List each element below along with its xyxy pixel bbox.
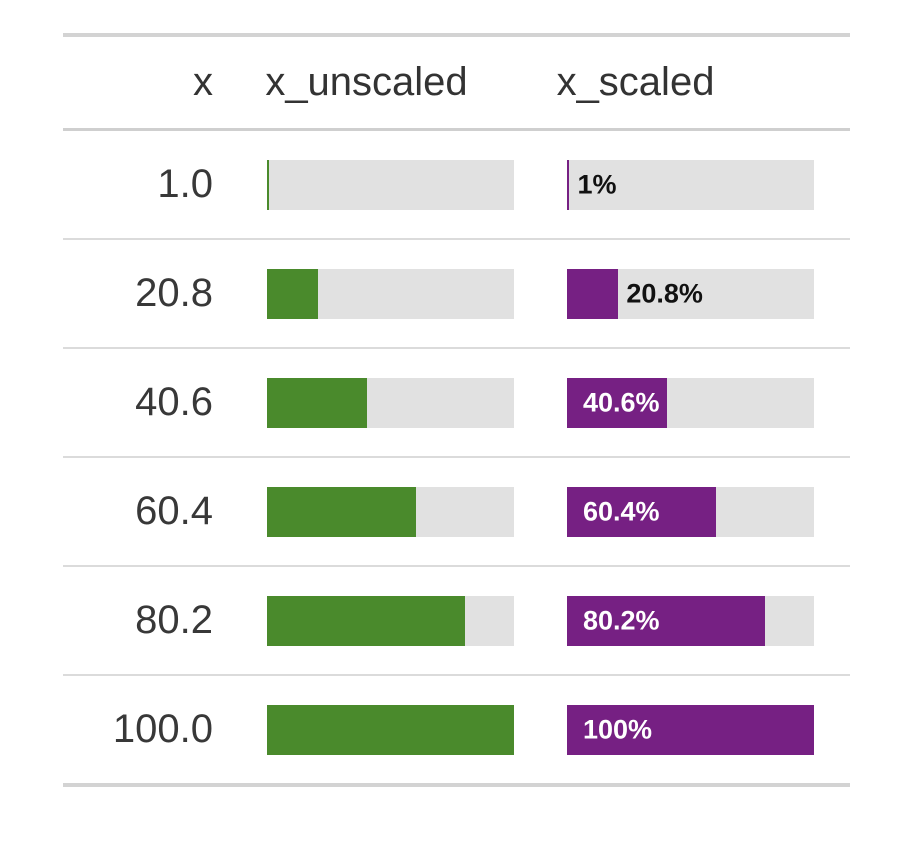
scaled-bar-track: 1% (567, 159, 814, 210)
table-row: 40.6 40.6% (63, 349, 850, 458)
unscaled-bar-track (267, 159, 514, 210)
table-header-row: x x_unscaled x_scaled (63, 37, 850, 131)
scaled-bar-label: 20.8% (626, 278, 703, 308)
unscaled-bar-fill (267, 486, 417, 537)
row-x-value: 60.4 (135, 489, 213, 533)
scaled-bar-fill (567, 377, 668, 428)
unscaled-bar-track (267, 704, 514, 755)
scaled-bar-fill (567, 159, 570, 210)
row-x-value: 1.0 (157, 162, 213, 206)
scaled-bar-track: 100% (567, 704, 814, 755)
scaled-bar-label: 80.2% (583, 605, 660, 635)
unscaled-bar-track (267, 486, 514, 537)
scaled-bar-fill (567, 704, 814, 755)
column-header-x-scaled: x_scaled (556, 60, 715, 104)
unscaled-bar-track (267, 595, 514, 646)
scaled-bar-fill (567, 595, 766, 646)
scaled-bar-track: 60.4% (567, 486, 814, 537)
table-row: 60.4 60.4% (63, 458, 850, 567)
table-row: 1.0 1% (63, 131, 850, 240)
scaled-bar-fill (567, 486, 717, 537)
unscaled-bar-fill (267, 595, 466, 646)
unscaled-bar-fill (267, 377, 368, 428)
data-table: x x_unscaled x_scaled 1.0 1% 20.8 20.8% … (63, 33, 850, 787)
table-body: 1.0 1% 20.8 20.8% 40.6 40.6% 60.4 (63, 131, 850, 783)
scaled-bar-fill (567, 268, 619, 319)
scaled-bar-label: 60.4% (583, 496, 660, 526)
table-row: 100.0 100% (63, 676, 850, 783)
column-header-x-unscaled: x_unscaled (265, 60, 468, 104)
scaled-bar-label: 100% (583, 714, 653, 744)
scaled-bar-label: 1% (577, 169, 617, 199)
row-x-value: 100.0 (112, 707, 213, 751)
row-x-value: 80.2 (135, 598, 213, 642)
scaled-bar-track: 40.6% (567, 377, 814, 428)
scaled-bar-track: 20.8% (567, 268, 814, 319)
table-row: 20.8 20.8% (63, 240, 850, 349)
scaled-bar-label: 40.6% (583, 387, 660, 417)
row-x-value: 20.8 (135, 271, 213, 315)
scaled-bar-track: 80.2% (567, 595, 814, 646)
column-header-x: x (193, 60, 213, 104)
unscaled-bar-track (267, 268, 514, 319)
unscaled-bar-fill (267, 268, 319, 319)
unscaled-bar-fill (267, 159, 270, 210)
row-x-value: 40.6 (135, 380, 213, 424)
unscaled-bar-track (267, 377, 514, 428)
unscaled-bar-fill (267, 704, 514, 755)
table-row: 80.2 80.2% (63, 567, 850, 676)
